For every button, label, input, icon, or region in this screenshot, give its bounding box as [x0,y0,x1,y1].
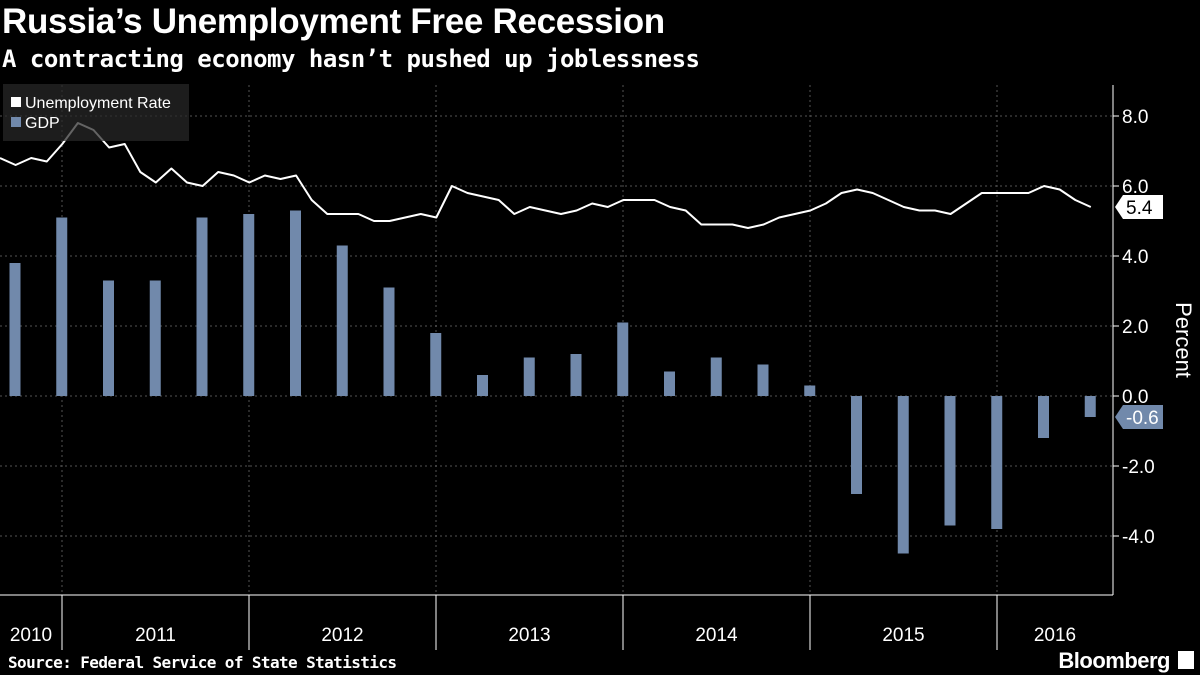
y-axis-label: Percent [1171,302,1196,378]
y-tick-label: 4.0 [1122,247,1148,268]
gdp-bar [570,354,582,396]
gdp-bar [523,357,535,396]
x-tick-label-year: 2010 [10,625,52,646]
legend-swatch-unemployment [11,97,21,107]
gdp-bar [664,371,675,396]
gdp-bar [243,214,255,396]
gdp-last-value-tag [1115,405,1163,429]
x-tick-label-year: 2011 [135,625,176,646]
unemployment-line [0,122,1092,229]
gdp-bar [56,217,68,396]
legend-label-unemployment: Unemployment Rate [25,95,171,112]
y-tick-label: -2.0 [1122,457,1155,478]
gdp-bar [149,280,161,396]
gdp-bar [290,210,301,396]
x-tick-label-year: 2014 [695,625,738,646]
gdp-bar [804,385,816,396]
bloomberg-mark-icon [1178,651,1194,669]
y-tick-label: 2.0 [1122,317,1148,338]
gdp-bar [383,287,395,396]
y-tick-label: 8.0 [1122,107,1148,128]
y-tick-label: 0.0 [1122,387,1148,408]
x-tick-label-year: 2012 [321,625,363,646]
legend-swatch-gdp [11,117,21,127]
gdp-bar [103,280,114,396]
gdp-bar [991,396,1003,529]
gdp-bar [430,333,442,396]
legend: Unemployment Rate GDP [3,84,189,141]
x-tick-label-year: 2016 [1034,625,1076,646]
gdp-last-value-tag-label: -0.6 [1126,408,1159,429]
gdp-bar [851,396,862,494]
chart-title: Russia’s Unemployment Free Recession [2,2,665,41]
legend-background [3,84,189,141]
unemployment-last-value-tag-label: 5.4 [1126,198,1153,219]
x-tick-label-year: 2013 [508,625,550,646]
gdp-bar [9,263,21,396]
y-tick-label: -4.0 [1122,527,1155,548]
chart-subtitle: A contracting economy hasn’t pushed up j… [2,45,700,73]
gdp-bar [477,375,488,396]
gdp-bar [944,396,956,526]
legend-label-gdp: GDP [25,115,60,132]
unemployment-last-value-tag [1115,195,1163,219]
gdp-bar [336,245,348,396]
gdp-bar [1038,396,1049,438]
gdp-bar [757,364,769,396]
gdp-bar [897,396,909,554]
y-tick-label: 6.0 [1122,177,1148,198]
gdp-bar [196,217,208,396]
x-tick-label-year: 2015 [882,625,924,646]
source-note: Source: Federal Service of State Statist… [8,653,397,672]
gdp-bar [710,357,722,396]
gdp-bar [617,322,629,396]
gdp-bar [1084,396,1096,417]
bloomberg-logo: Bloomberg [1058,648,1170,673]
